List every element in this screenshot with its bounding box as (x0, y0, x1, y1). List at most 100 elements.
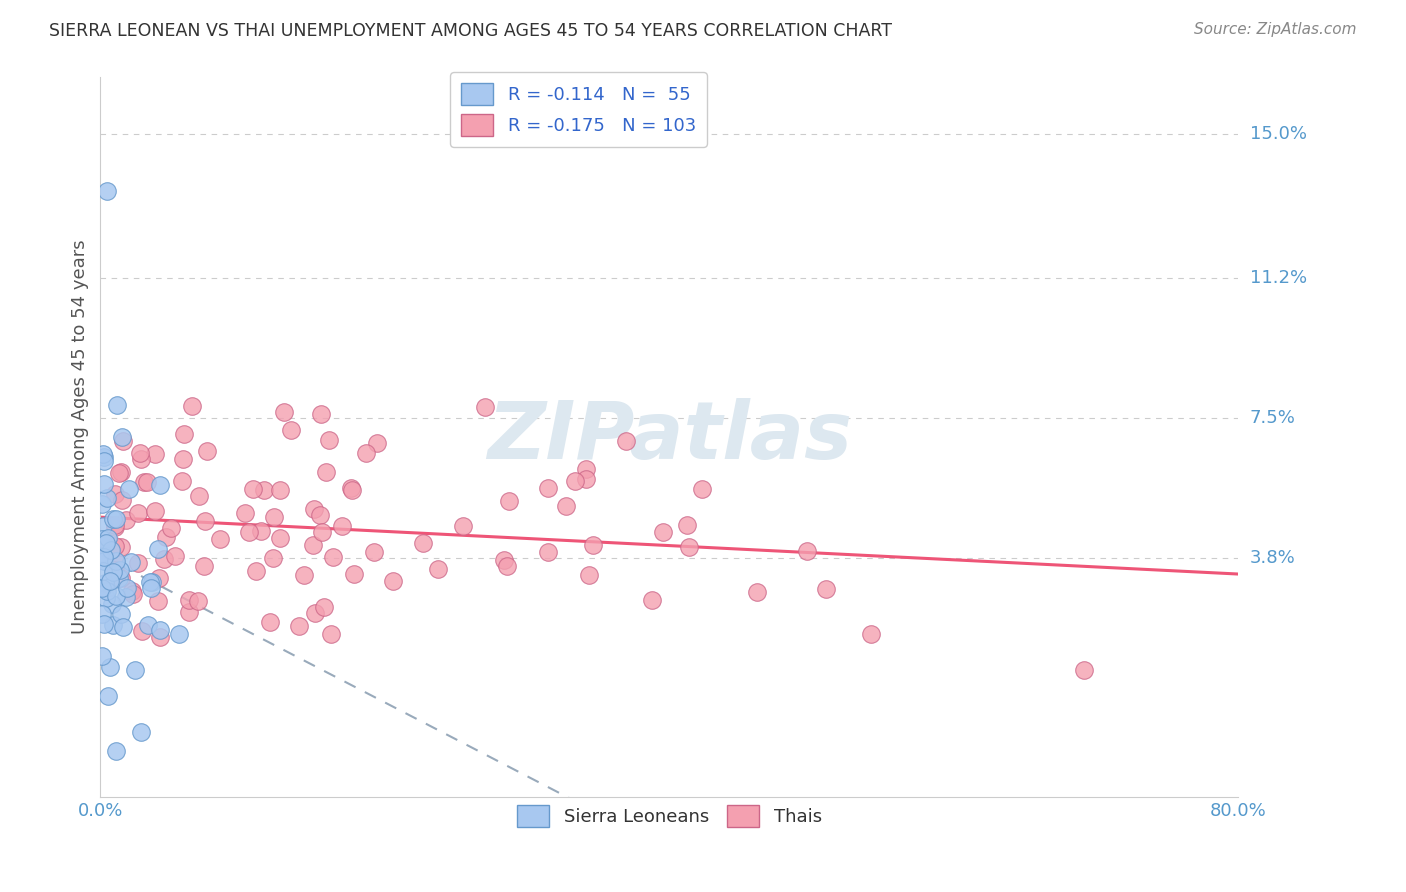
Point (121, 587, 143, 601)
Point (110, 540, 132, 554)
Point (98, 660, 121, 674)
Point (91, 649, 114, 664)
Point (181, 399, 204, 413)
Text: ZIPatlas: ZIPatlas (486, 398, 852, 476)
Point (146, 542, 169, 557)
Point (177, 592, 200, 607)
Point (554, 500, 576, 514)
Point (245, 564, 267, 578)
Point (188, 489, 211, 503)
Point (135, 475, 157, 489)
Point (121, 583, 143, 598)
Point (101, 617, 124, 632)
Point (537, 544, 560, 558)
Point (143, 503, 166, 517)
Point (173, 427, 195, 442)
Point (641, 592, 664, 607)
Point (101, 598, 124, 612)
Point (129, 446, 152, 460)
Point (238, 524, 260, 539)
Point (91, 564, 114, 578)
Point (110, 607, 132, 621)
Point (412, 535, 434, 549)
Point (105, 399, 128, 413)
Legend: Sierra Leoneans, Thais: Sierra Leoneans, Thais (509, 798, 830, 835)
Point (96, 583, 118, 598)
Point (187, 594, 209, 608)
Point (796, 544, 818, 558)
Point (124, 663, 146, 677)
Point (451, 519, 474, 533)
Point (292, 568, 315, 582)
Text: 7.5%: 7.5% (1250, 409, 1295, 427)
Point (131, 624, 153, 638)
Point (195, 444, 218, 458)
Point (155, 530, 177, 544)
Point (93, 550, 115, 565)
Point (115, 513, 138, 527)
Point (94, 576, 117, 591)
Point (745, 585, 768, 599)
Point (108, 467, 131, 481)
Point (131, 724, 153, 739)
Point (127, 506, 149, 520)
Point (136, 618, 159, 632)
Point (111, 620, 134, 634)
Point (340, 481, 363, 495)
Point (302, 538, 325, 552)
Point (96, 184, 118, 198)
Point (97, 531, 120, 545)
Point (366, 436, 388, 450)
Point (146, 594, 169, 608)
Point (93, 476, 115, 491)
Point (141, 574, 163, 589)
Point (578, 568, 600, 582)
Point (90, 546, 112, 560)
Point (614, 434, 637, 449)
Point (179, 605, 201, 619)
Point (149, 478, 172, 492)
Point (159, 521, 181, 535)
Point (110, 571, 132, 585)
Point (101, 565, 124, 579)
Point (114, 590, 136, 604)
Point (340, 483, 363, 497)
Point (148, 571, 170, 585)
Point (692, 482, 714, 496)
Text: 3.8%: 3.8% (1250, 549, 1295, 567)
Point (170, 475, 193, 489)
Point (537, 481, 560, 495)
Point (194, 514, 217, 528)
Point (97, 690, 120, 704)
Text: 11.2%: 11.2% (1250, 269, 1306, 287)
Point (120, 555, 142, 569)
Point (139, 581, 162, 595)
Point (103, 563, 125, 577)
Point (104, 744, 127, 758)
Point (103, 554, 125, 568)
Point (96, 536, 118, 550)
Point (103, 520, 125, 534)
Point (93, 450, 115, 464)
Point (269, 483, 291, 497)
Point (91, 447, 114, 461)
Point (93, 453, 115, 467)
Point (108, 571, 131, 585)
Text: 15.0%: 15.0% (1250, 125, 1306, 144)
Point (143, 447, 166, 461)
Point (575, 472, 598, 486)
Point (103, 517, 125, 532)
Point (108, 563, 131, 577)
Point (90, 581, 112, 595)
Point (115, 581, 138, 595)
Point (575, 461, 598, 475)
Point (280, 423, 302, 437)
Point (676, 518, 699, 533)
Point (103, 487, 125, 501)
Point (474, 400, 496, 414)
Point (343, 566, 366, 581)
Point (193, 558, 215, 573)
Point (319, 627, 342, 641)
Point (288, 619, 311, 633)
Point (112, 434, 135, 448)
